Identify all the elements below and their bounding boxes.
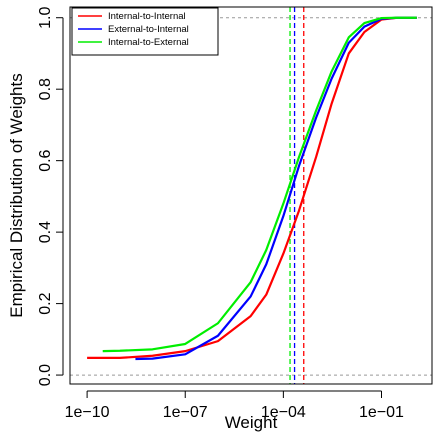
legend-label: Internal-to-External [108,37,189,48]
series-line [87,16,417,360]
y-tick-label: 0.6 [37,149,54,171]
y-tick-label: 0.4 [37,221,54,243]
plot-frame [69,6,433,385]
legend-label: External-to-Internal [108,24,189,35]
series-layer [87,16,417,361]
y-tick-label: 0.8 [37,78,54,100]
y-tick-label: 1.0 [37,7,54,29]
x-tick-label: 1e−01 [359,404,404,421]
legend-label: Internal-to-Internal [108,11,186,22]
legend: Internal-to-Internal External-to-Internal… [71,7,219,56]
x-tick-label: 1e−04 [261,404,306,421]
y-tick-label: 0.2 [37,292,54,314]
median-lines [289,7,305,384]
x-axis: 1e−10 1e−07 1e−04 1e−01 [65,390,404,421]
y-tick-label: 0.0 [37,364,54,386]
y-axis-title: Empirical Distribution of Weights [7,73,26,317]
reference-lines [70,17,432,376]
x-tick-label: 1e−07 [163,404,208,421]
series-line [102,16,417,353]
x-axis-title: Weight [225,413,278,432]
series-line [135,16,417,361]
x-tick-label: 1e−10 [65,404,110,421]
y-axis: 0.0 0.2 0.4 0.6 0.8 1.0 [37,7,64,386]
